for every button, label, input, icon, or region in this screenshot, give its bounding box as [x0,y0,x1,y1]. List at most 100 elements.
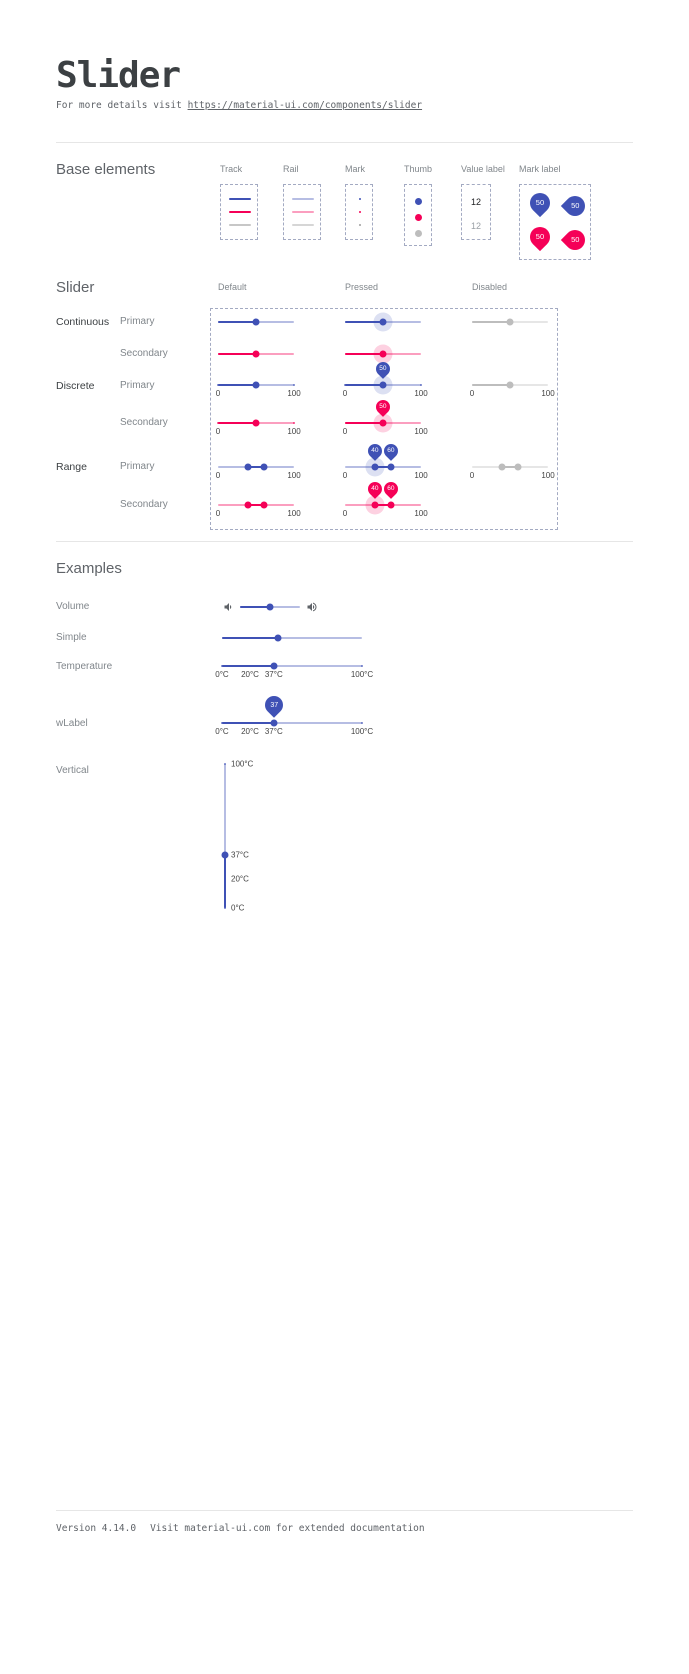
footer-version: Version 4.14.0 [56,1523,137,1534]
rail-sample-disabled [292,224,314,226]
example-label-volume: Volume [56,601,90,612]
examples-heading: Examples [56,560,122,577]
scale-min-label: 0 [342,471,348,480]
slider-thumb[interactable] [252,419,260,427]
discrete-secondary-default-slider[interactable]: 0 100 [216,416,301,436]
value-label-sample-primary: 12 [470,197,481,207]
slider-thumb-low[interactable] [371,463,379,471]
rail-spec-box [283,184,321,240]
discrete-disabled-slider: 0 100 [470,378,555,398]
rail-sample-secondary [292,211,314,213]
slider-thumb-high[interactable] [387,463,395,471]
slider-track [375,504,391,506]
temperature-slider[interactable]: 0°C 20°C 37°C 100°C [215,659,373,679]
slider-thumb[interactable] [270,662,278,670]
row-label-range: Range [56,461,87,473]
slider-thumb-low[interactable] [371,501,379,509]
column-header-pressed: Pressed [345,282,379,292]
slider-thumb[interactable] [379,381,387,389]
mark-label-balloon: 50 [560,225,590,255]
discrete-primary-pressed-slider[interactable]: 50 0 100 [343,359,428,398]
continuous-secondary-pressed-slider[interactable] [345,344,421,364]
continuous-primary-pressed-slider[interactable] [345,312,421,332]
slider-thumb[interactable] [379,350,387,358]
slider-thumb-low[interactable] [244,463,252,471]
slider-rail [222,665,362,667]
discrete-primary-default-slider[interactable]: 0 100 [216,378,301,398]
scale-max-label: 100 [414,509,428,518]
example-label-wlabel: wLabel [56,718,88,729]
column-header-default: Default [218,282,247,292]
slider-thumb[interactable] [221,851,229,859]
range-disabled-slider: 0 100 [470,460,555,480]
value-label-balloon: 37 [261,692,287,718]
subtitle-text: For more details visit [56,100,188,111]
slider-thumb[interactable] [379,318,387,326]
slider-thumb-low[interactable] [244,501,252,509]
slider-mark [221,665,223,667]
mark-label-0c: 0°C [231,903,245,913]
slider-mark [249,722,251,724]
slider-thumb[interactable] [252,350,260,358]
simple-slider[interactable] [222,631,362,645]
slider-thumb-high[interactable] [260,463,268,471]
example-label-temperature: Temperature [56,661,113,672]
mark-label-37c: 37°C [264,727,283,736]
slider-thumb[interactable] [379,419,387,427]
variant-label-primary: Primary [120,461,155,472]
mark-label-balloon: 50 [560,191,590,221]
divider [56,1510,633,1511]
volume-down-icon [224,603,232,611]
slider-track [502,466,518,468]
scale-min-label: 0 [469,471,475,480]
slider-thumb-high[interactable] [387,501,395,509]
mark-label-balloon: 50 [525,222,555,252]
scale-min-label: 0 [342,427,348,436]
slider-track [240,606,270,608]
slider-mark [344,384,346,386]
range-secondary-pressed-slider[interactable]: 40 60 0 100 [343,479,428,518]
scale-max-label: 100 [287,471,301,480]
thumb-sample-primary [415,198,422,205]
range-secondary-default-slider[interactable]: 0 100 [216,498,301,518]
thumb-sample-disabled [415,230,422,237]
range-primary-default-slider[interactable]: 0 100 [216,460,301,480]
range-primary-pressed-slider[interactable]: 40 60 0 100 [343,441,428,480]
mark-label-0c: 0°C [215,727,229,736]
slider-thumb-high[interactable] [260,501,268,509]
slider-mark [293,422,295,424]
mark-label-balloon: 50 [525,188,555,218]
volume-slider[interactable] [240,600,300,614]
track-sample-primary [229,198,251,200]
scale-max-label: 100 [287,509,301,518]
slider-table-frame [210,308,558,530]
slider-section-heading: Slider [56,279,95,296]
slider-thumb[interactable] [252,318,260,326]
slider-mark [224,907,226,909]
slider-thumb [506,318,514,326]
slider-thumb[interactable] [274,634,282,642]
divider [56,541,633,542]
slider-mark [361,722,363,724]
track-spec-box [220,184,258,240]
slider-thumb[interactable] [252,381,260,389]
scale-min-label: 0 [215,427,221,436]
base-elements-heading: Base elements [56,161,156,178]
scale-min-label: 0 [342,509,348,518]
variant-label-secondary: Secondary [120,499,168,510]
vertical-slider[interactable]: 100°C 37°C 20°C 0°C [218,760,253,913]
column-header-value-label: Value label [461,164,505,174]
slider-thumb[interactable] [270,719,278,727]
continuous-secondary-default-slider[interactable] [218,347,294,361]
docs-link[interactable]: https://material-ui.com/components/slide… [187,100,423,111]
wlabel-slider[interactable]: 37 0°C 20°C 37°C 100°C [215,692,373,736]
continuous-primary-default-slider[interactable] [218,315,294,329]
slider-rail [222,637,362,639]
thumb-spec-box [404,184,432,246]
slider-thumb[interactable] [266,603,274,611]
slider-track [345,384,383,386]
rail-sample-primary [292,198,314,200]
discrete-secondary-pressed-slider[interactable]: 50 0 100 [343,397,428,436]
scale-min-label: 0 [215,509,221,518]
thumb-sample-secondary [415,214,422,221]
